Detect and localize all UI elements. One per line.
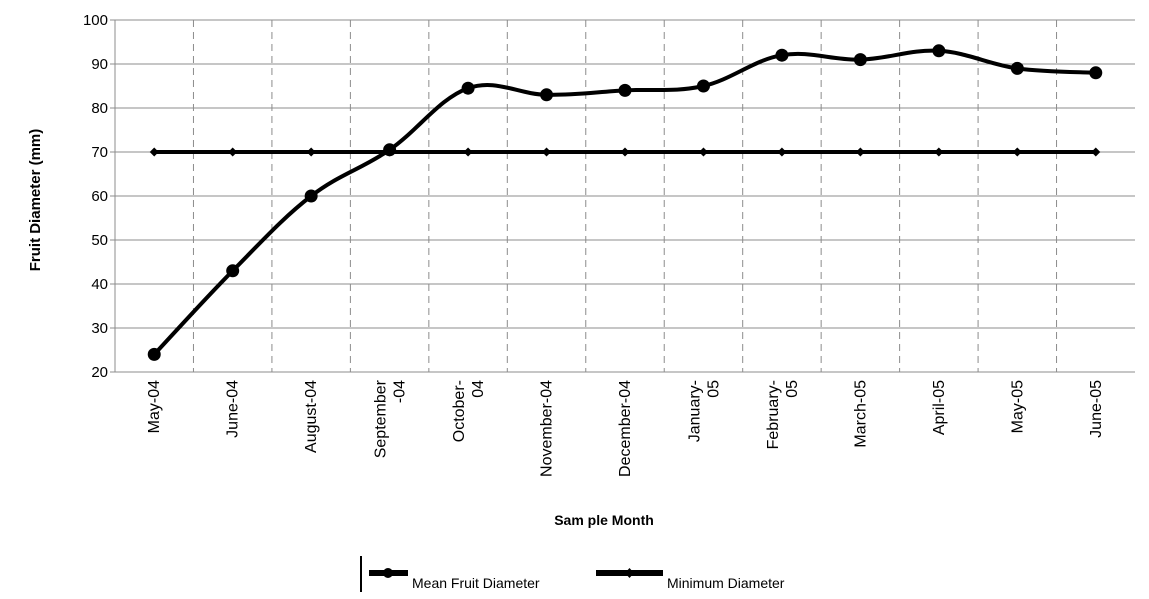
data-point-mean-fruit-diameter [853,53,867,67]
y-tick-label: 50 [91,232,108,249]
legend: Mean Fruit Diameter Minimum Diameter [360,556,785,592]
legend-label-minimum: Minimum Diameter [667,575,785,591]
data-point-minimum-diameter [542,147,552,157]
data-point-minimum-diameter [306,147,316,157]
data-point-minimum-diameter [1012,147,1022,157]
y-tick-label: 60 [91,188,108,205]
y-tick-labels: 20 30 40 50 60 70 80 90 100 [83,12,108,381]
series [147,44,1103,361]
y-tick-label: 40 [91,276,108,293]
x-tick-label: January- 05 [686,380,722,442]
data-point-minimum-diameter [777,147,787,157]
axes [110,19,1135,373]
x-tick-label: November-04 [539,380,556,477]
x-tick-label: December-04 [617,380,634,477]
data-point-mean-fruit-diameter [540,88,554,102]
y-tick-label: 20 [91,364,108,381]
legend-marker-diamond [625,568,634,578]
data-point-mean-fruit-diameter [226,264,240,278]
data-point-minimum-diameter [934,147,944,157]
data-point-mean-fruit-diameter [1010,61,1024,75]
y-tick-label: 80 [91,100,108,117]
x-tick-label: October- 04 [451,380,487,442]
data-point-mean-fruit-diameter [618,83,632,97]
data-point-mean-fruit-diameter [304,189,318,203]
x-tick-label: March-05 [852,380,869,448]
x-tick-label: May-05 [1009,380,1026,433]
legend-label-mean: Mean Fruit Diameter [412,575,540,591]
x-tick-label: August-04 [303,380,320,453]
y-tick-label: 70 [91,144,108,161]
y-tick-label: 30 [91,320,108,337]
data-point-mean-fruit-diameter [696,79,710,93]
x-tick-label: June-05 [1088,380,1105,438]
x-tick-label: April-05 [931,380,948,435]
data-point-mean-fruit-diameter [1089,66,1103,80]
legend-marker-circle [383,568,393,578]
data-point-mean-fruit-diameter [932,44,946,58]
y-tick-label: 90 [91,56,108,73]
x-tick-label: June-04 [225,380,242,438]
x-tick-label: September -04 [373,379,409,458]
x-axis-label: Sam ple Month [554,512,654,528]
grid [115,19,1135,373]
data-point-mean-fruit-diameter [775,48,789,62]
x-tick-labels: May-04 June-04 August-04 September -04 Octobe… [146,379,1105,477]
data-point-minimum-diameter [149,147,159,157]
y-axis-label: Fruit Diameter (mm) [27,129,44,272]
data-point-minimum-diameter [228,147,238,157]
data-point-mean-fruit-diameter [147,347,161,361]
legend-item-mean-fruit-diameter: Mean Fruit Diameter [369,568,540,591]
data-point-minimum-diameter [620,147,630,157]
legend-item-minimum-diameter: Minimum Diameter [596,568,785,591]
data-point-minimum-diameter [1091,147,1101,157]
data-point-mean-fruit-diameter [461,81,475,95]
data-point-minimum-diameter [855,147,865,157]
y-tick-label: 100 [83,12,108,29]
x-tick-label: May-04 [146,380,163,433]
data-point-minimum-diameter [698,147,708,157]
data-point-minimum-diameter [385,147,395,157]
data-point-minimum-diameter [463,147,473,157]
x-tick-label: February- 05 [765,380,801,449]
